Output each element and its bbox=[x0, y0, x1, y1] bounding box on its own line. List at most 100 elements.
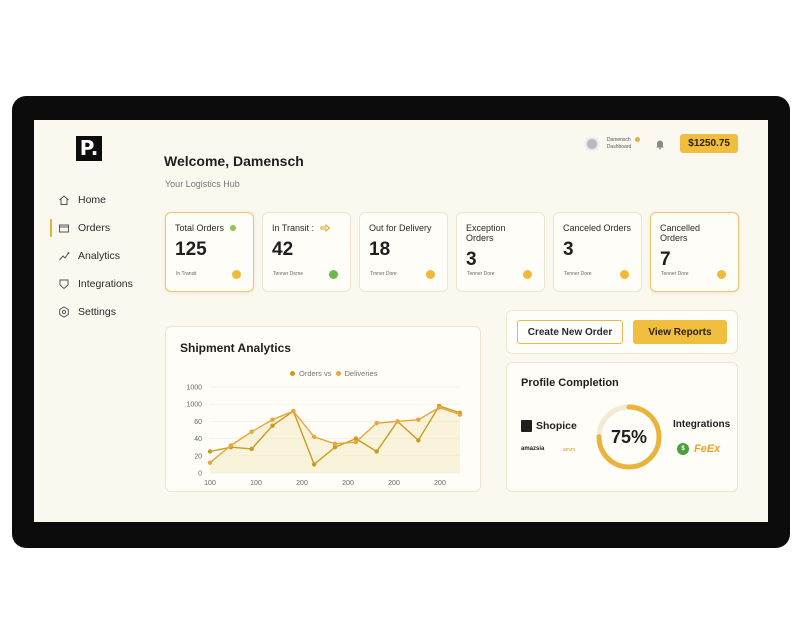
card-title: Cancelled Orders bbox=[660, 223, 701, 243]
fedex-badge-icon: $ bbox=[677, 443, 689, 455]
shopping-bag-icon bbox=[521, 420, 532, 432]
home-icon bbox=[58, 194, 70, 206]
sidebar-item-orders[interactable]: Orders bbox=[50, 214, 160, 242]
card-value: 7 bbox=[660, 249, 671, 270]
chart-title: Shipment Analytics bbox=[180, 341, 291, 355]
integrations-label: Integrations bbox=[673, 419, 731, 430]
data-point bbox=[207, 460, 213, 465]
view-reports-button[interactable]: View Reports bbox=[633, 320, 727, 344]
data-point bbox=[436, 405, 442, 410]
sidebar-item-label: Orders bbox=[78, 222, 111, 234]
analytics-icon bbox=[58, 250, 70, 262]
legend-entry: Deliveries bbox=[344, 369, 378, 378]
card-value: 125 bbox=[175, 239, 207, 260]
sidebar-item-label: Settings bbox=[78, 306, 116, 318]
status-dot-icon bbox=[635, 137, 641, 142]
data-point bbox=[270, 417, 275, 422]
profile-title: Profile Completion bbox=[521, 377, 619, 389]
status-dot-icon bbox=[230, 225, 237, 231]
page-title: Welcome, Damensch bbox=[164, 153, 304, 169]
y-tick-label: 40 bbox=[194, 436, 202, 443]
sidebar-item-integrations[interactable]: Integrations bbox=[50, 270, 160, 298]
y-tick-label: 20 bbox=[194, 453, 202, 460]
create-new-order-button[interactable]: Create New Order bbox=[517, 320, 623, 344]
card-value: 3 bbox=[563, 239, 574, 260]
card-out-for-delivery[interactable]: Out for Delivery 18 Tmner Dore bbox=[359, 212, 448, 292]
data-point bbox=[311, 462, 317, 467]
top-bar: Damensch Dashboard $1250.75 bbox=[584, 134, 738, 153]
data-point bbox=[416, 417, 421, 422]
quick-actions: Create New Order View Reports bbox=[506, 310, 738, 354]
settings-icon bbox=[58, 306, 70, 318]
app-screen: P. Home Orders Analytics Integrations bbox=[34, 120, 768, 522]
card-title: Exception Orders bbox=[466, 223, 506, 243]
card-in-transit[interactable]: In Transit : 42 Tenner Deme bbox=[262, 212, 351, 292]
data-point bbox=[270, 423, 275, 428]
completion-ring bbox=[596, 404, 662, 470]
y-tick-label: 1000 bbox=[186, 402, 202, 409]
card-title: Out for Delivery bbox=[369, 223, 432, 233]
amazon-logo: amazsia bbox=[521, 446, 545, 452]
dot-icon bbox=[232, 270, 241, 279]
shopify-label: Shopice bbox=[536, 420, 577, 432]
data-point bbox=[353, 439, 359, 445]
bell-icon[interactable] bbox=[654, 138, 666, 150]
card-title-text: Total Orders bbox=[175, 223, 225, 233]
shipment-analytics-panel: Shipment Analytics Orders vs Deliveries … bbox=[165, 326, 481, 492]
data-point bbox=[207, 449, 213, 454]
stats-cards: Total Orders 125 In Transit In Transit :… bbox=[165, 212, 739, 292]
amazon-small-logo: amzn bbox=[563, 447, 576, 453]
brand-logo[interactable]: P. bbox=[76, 136, 102, 161]
data-point bbox=[395, 419, 400, 424]
data-point bbox=[228, 443, 234, 448]
balance-badge[interactable]: $1250.75 bbox=[680, 134, 738, 153]
integrations-icon bbox=[58, 278, 70, 290]
card-foot: Tenner Deme bbox=[273, 271, 304, 277]
completion-percent: 75% bbox=[610, 426, 648, 447]
x-tick-label: 200 bbox=[388, 480, 400, 487]
card-title: Canceled Orders bbox=[563, 223, 632, 233]
x-tick-label: 200 bbox=[296, 480, 308, 487]
dot-icon bbox=[523, 270, 532, 279]
ring-progress bbox=[596, 404, 662, 470]
y-tick-label: 60 bbox=[194, 419, 202, 426]
card-exception-orders[interactable]: Exception Orders 3 Tenner Dore bbox=[456, 212, 545, 292]
x-tick-label: 200 bbox=[434, 480, 446, 487]
sidebar-nav: Home Orders Analytics Integrations Setti… bbox=[50, 186, 160, 326]
sidebar-item-label: Analytics bbox=[78, 250, 121, 262]
data-point bbox=[311, 434, 317, 440]
card-cancelled-orders[interactable]: Cancelled Orders 7 Tenner Dore bbox=[650, 212, 739, 292]
chart-legend: Orders vs Deliveries bbox=[290, 369, 377, 378]
card-foot: Tenner Dore bbox=[467, 271, 495, 277]
card-total-orders[interactable]: Total Orders 125 In Transit bbox=[165, 212, 254, 292]
user-name: Damensch bbox=[606, 136, 631, 143]
y-tick-label: 1000 bbox=[186, 385, 202, 392]
card-canceled-orders[interactable]: Canceled Orders 3 Tenner Dore bbox=[553, 212, 642, 292]
data-point bbox=[332, 445, 338, 450]
data-point bbox=[374, 449, 379, 454]
dot-icon bbox=[329, 270, 338, 279]
sidebar-item-settings[interactable]: Settings bbox=[50, 298, 160, 326]
data-point bbox=[249, 446, 254, 452]
data-point bbox=[353, 436, 359, 441]
sidebar-item-analytics[interactable]: Analytics bbox=[50, 242, 160, 270]
dot-icon bbox=[620, 270, 629, 279]
legend-dot-icon bbox=[335, 371, 341, 376]
page-subtitle: Your Logistics Hub bbox=[165, 179, 240, 189]
fedex-label: FeEx bbox=[694, 443, 721, 455]
orders-icon bbox=[58, 222, 70, 234]
data-point bbox=[457, 412, 463, 417]
dot-icon bbox=[717, 270, 726, 279]
profile-completion-panel: Profile Completion Shopice amazsia amzn … bbox=[506, 362, 738, 492]
data-point bbox=[249, 429, 254, 434]
fedex-logo: $ FeEx bbox=[677, 443, 720, 455]
user-role: Dashboard bbox=[606, 143, 632, 150]
user-info[interactable]: Damensch Dashboard bbox=[607, 137, 631, 151]
avatar[interactable] bbox=[584, 136, 599, 151]
card-foot: Tmner Dore bbox=[370, 271, 397, 277]
x-tick-label: 200 bbox=[342, 480, 354, 487]
x-tick-label: 100 bbox=[250, 480, 262, 487]
data-point bbox=[374, 420, 379, 426]
sidebar-item-home[interactable]: Home bbox=[50, 186, 160, 214]
card-title: In Transit : bbox=[272, 223, 341, 233]
